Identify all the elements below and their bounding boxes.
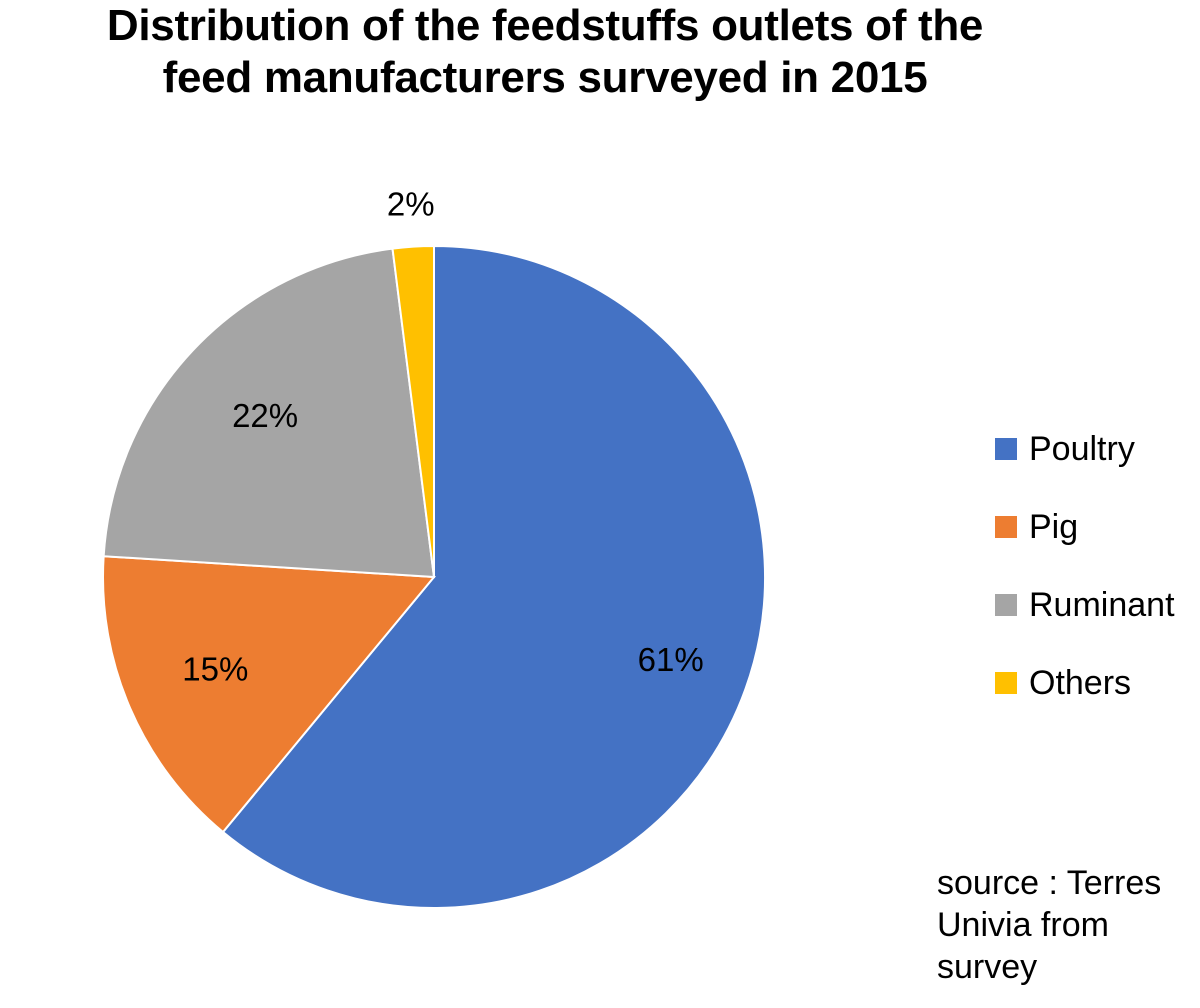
data-label-pig: 15%: [182, 650, 248, 687]
chart-title: Distribution of the feedstuffs outlets o…: [0, 0, 1090, 102]
data-label-ruminant: 22%: [232, 397, 298, 434]
data-label-others: 2%: [387, 186, 435, 223]
source-note: source : Terres Univia from survey: [937, 864, 1162, 986]
legend-label-ruminant: Ruminant: [1029, 586, 1175, 624]
legend-swatch-pig: [995, 516, 1017, 538]
legend-item-poultry: Poultry: [995, 430, 1200, 468]
chart-legend: Poultry Pig Ruminant Others: [995, 430, 1200, 742]
legend-item-pig: Pig: [995, 508, 1200, 546]
legend-item-ruminant: Ruminant: [995, 586, 1200, 624]
pie-slice-poultry: [221, 244, 766, 909]
data-label-poultry: 61%: [638, 641, 704, 678]
legend-swatch-poultry: [995, 438, 1017, 460]
legend-swatch-ruminant: [995, 594, 1017, 616]
legend-label-others: Others: [1029, 664, 1132, 702]
legend-label-pig: Pig: [1029, 508, 1079, 546]
pie-slice-pig: [102, 555, 437, 834]
pie-slice-ruminant: [102, 247, 436, 579]
chart-title-line-2: feed manufacturers surveyed in 2015: [162, 53, 928, 102]
legend-swatch-others: [995, 672, 1017, 694]
pie-slice-others: [391, 244, 435, 578]
legend-label-poultry: Poultry: [1029, 430, 1135, 468]
chart-title-line-1: Distribution of the feedstuffs outlets o…: [106, 1, 984, 50]
legend-item-others: Others: [995, 664, 1200, 702]
